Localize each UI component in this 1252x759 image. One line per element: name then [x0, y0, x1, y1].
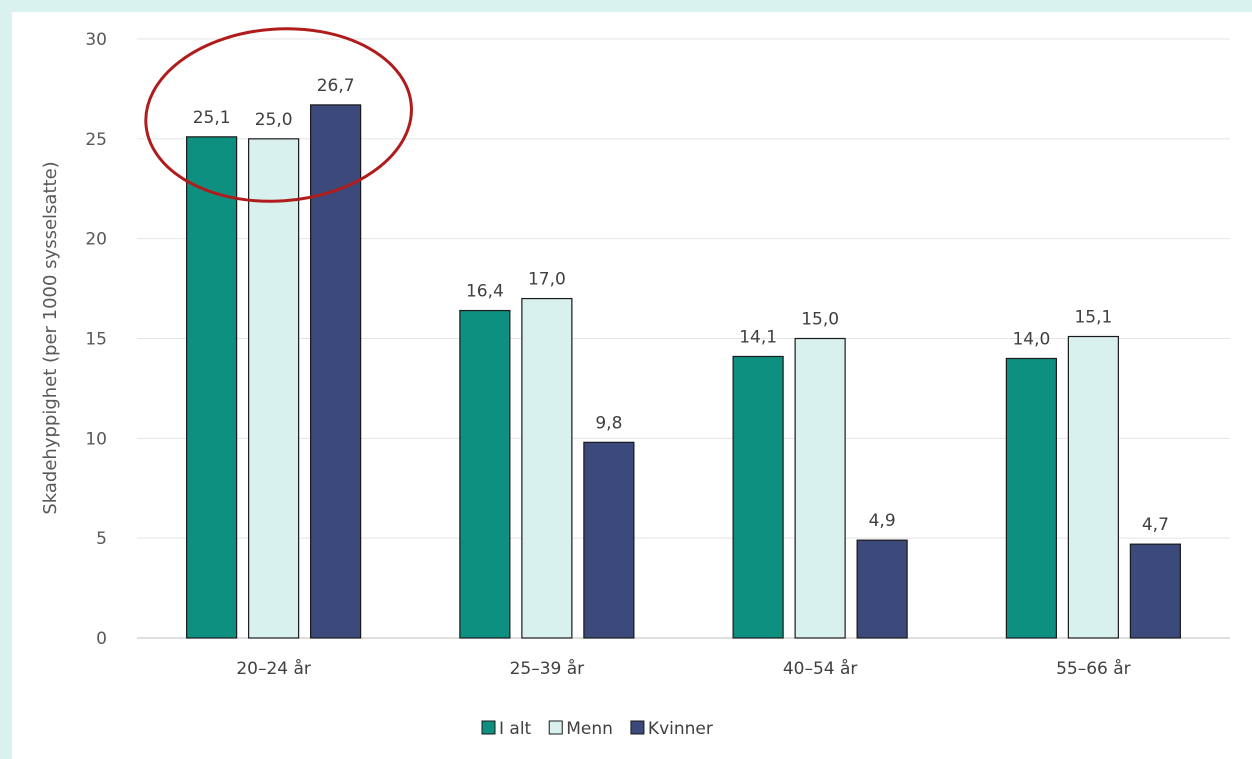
legend: I alt Menn Kvinner [481, 719, 713, 739]
x-tick-label: 25–39 år [510, 658, 585, 679]
data-label: 4,9 [869, 511, 896, 531]
data-label: 15,1 [1074, 308, 1112, 328]
y-axis-ticks: 0 5 10 15 20 25 30 [85, 30, 107, 649]
legend-swatch [481, 720, 496, 735]
bar-kvinner [856, 539, 908, 639]
bars [186, 104, 1181, 639]
gridlines [137, 38, 1230, 639]
y-tick-label: 0 [96, 629, 107, 649]
y-tick-label: 10 [85, 429, 107, 449]
data-label: 17,0 [528, 270, 566, 290]
bar-kvinner [310, 104, 362, 639]
bar-menn [248, 138, 300, 639]
legend-label: I alt [499, 719, 532, 739]
x-tick-label: 40–54 år [783, 658, 858, 679]
bar-menn [794, 337, 846, 639]
legend-label: Menn [566, 719, 613, 739]
bar-chart: 0 5 10 15 20 25 30 Skadehyppighet (per 1000 sy… [40, 27, 1230, 739]
data-label: 15,0 [801, 310, 839, 330]
bar-i-alt [732, 355, 784, 639]
legend-swatch [630, 720, 645, 735]
data-label: 9,8 [595, 413, 622, 433]
legend-swatch [548, 720, 563, 735]
data-label: 25,0 [255, 110, 293, 130]
highlight-ellipse [144, 27, 413, 203]
legend-label: Kvinner [648, 719, 713, 739]
y-tick-label: 5 [96, 529, 107, 549]
data-label: 4,7 [1142, 515, 1169, 535]
chart-panel: 0 5 10 15 20 25 30 Skadehyppighet (per 1000 sy… [12, 12, 1252, 759]
legend-item: Kvinner [630, 719, 713, 739]
bar-i-alt [186, 136, 238, 639]
y-tick-label: 30 [85, 30, 107, 50]
y-tick-label: 25 [85, 130, 107, 150]
data-labels: 25,1 25,0 26,7 16,4 17,0 9,8 14,1 15,0 4,9 14,0 15… [193, 76, 1169, 535]
y-tick-label: 20 [85, 230, 107, 250]
bar-kvinner [583, 441, 635, 639]
y-tick-label: 15 [85, 330, 107, 350]
bar-menn [1067, 335, 1119, 639]
bar-i-alt [1005, 357, 1057, 639]
data-label: 26,7 [317, 76, 355, 96]
bar-i-alt [459, 309, 511, 639]
x-tick-label: 55–66 år [1056, 658, 1131, 679]
category-labels: 20–24 år 25–39 år 40–54 år 55–66 år [236, 658, 1130, 679]
data-label: 14,0 [1012, 329, 1050, 349]
legend-item: I alt [481, 719, 532, 739]
bar-menn [521, 297, 573, 639]
y-axis-label: Skadehyppighet (per 1000 sysselsatte) [40, 161, 61, 514]
legend-item: Menn [548, 719, 613, 739]
data-label: 16,4 [466, 282, 504, 302]
data-label: 14,1 [739, 327, 777, 347]
data-label: 25,1 [193, 108, 231, 128]
x-tick-label: 20–24 år [236, 658, 311, 679]
annotation [144, 27, 413, 203]
bar-kvinner [1129, 543, 1181, 639]
